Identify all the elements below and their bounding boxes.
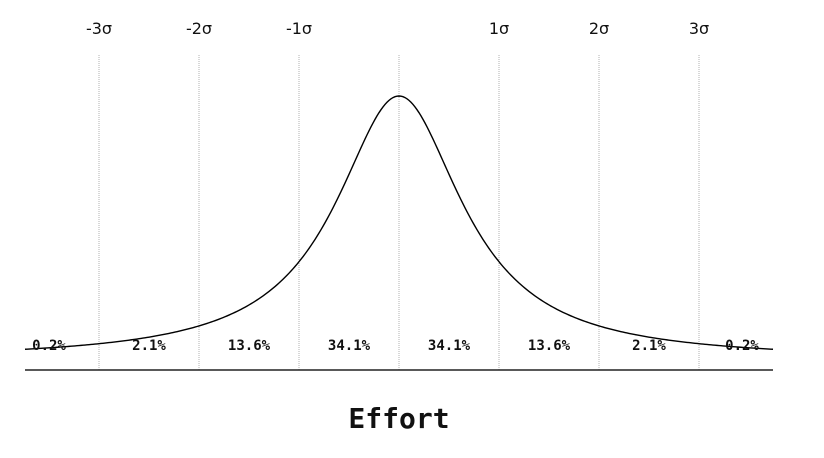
band-percentage-label: 0.2% (32, 338, 66, 354)
band-percentage-label: 2.1% (632, 338, 666, 354)
distribution-curve (24, 95, 774, 350)
band-percentage-label: 13.6% (228, 338, 271, 354)
band-percentage-label: 0.2% (725, 338, 759, 354)
sigma-label: 1σ (489, 19, 509, 38)
sigma-label: 2σ (589, 19, 609, 38)
sigma-label: -1σ (286, 19, 312, 38)
band-percentage-label: 13.6% (528, 338, 571, 354)
band-percentage-label: 34.1% (328, 338, 371, 354)
sigma-label: -2σ (186, 19, 212, 38)
x-axis-label: Effort (348, 402, 449, 435)
sigma-label: -3σ (86, 19, 112, 38)
band-percentage-label: 2.1% (132, 338, 166, 354)
sigma-label: 3σ (689, 19, 709, 38)
band-percentage-label: 34.1% (428, 338, 471, 354)
